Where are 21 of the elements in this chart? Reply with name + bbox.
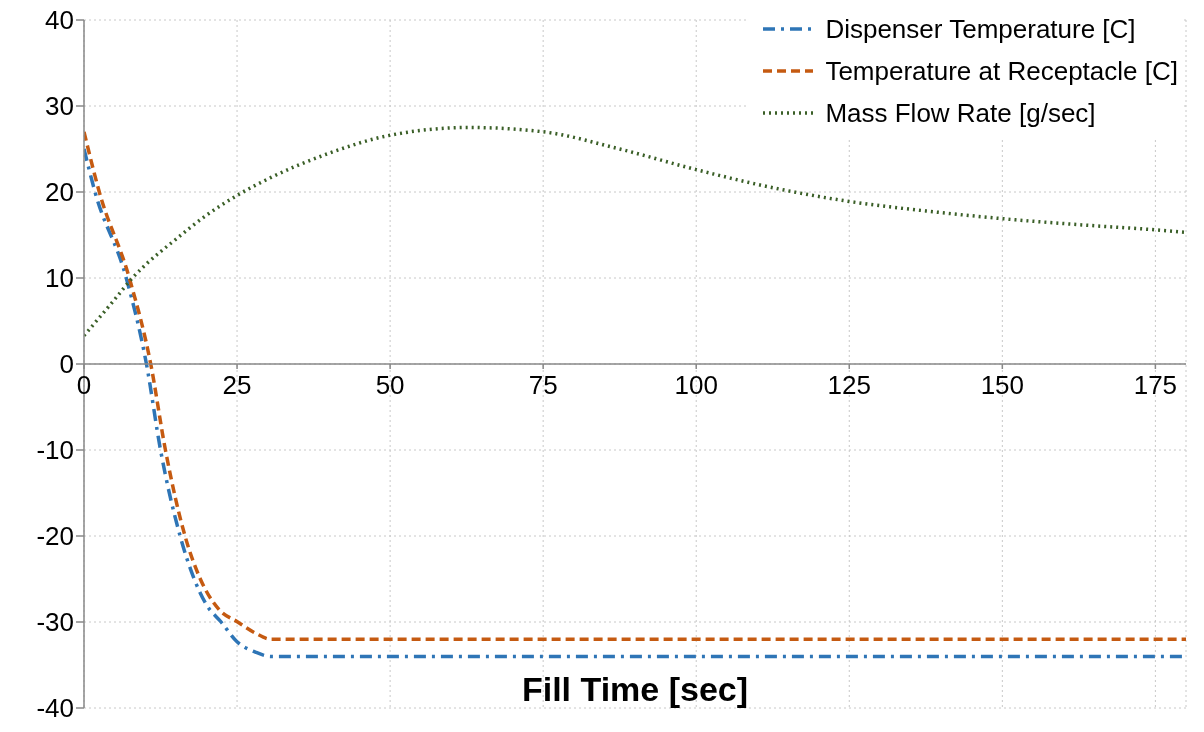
- legend-label: Mass Flow Rate [g/sec]: [825, 97, 1096, 130]
- legend-label: Temperature at Receptacle [C]: [825, 55, 1178, 88]
- y-tick-label: 30: [45, 91, 74, 122]
- x-axis-title: Fill Time [sec]: [521, 670, 749, 708]
- x-tick-label: 25: [222, 370, 252, 400]
- y-tick-label: -10: [36, 435, 74, 466]
- y-tick-label: 40: [45, 5, 74, 36]
- line-series: [84, 125, 1186, 338]
- x-tick-label: 175: [1133, 370, 1178, 400]
- x-tick-label: 100: [674, 370, 718, 400]
- x-tick-label: 75: [528, 370, 558, 400]
- x-tick-label: 150: [980, 370, 1025, 400]
- y-tick-label: -40: [36, 693, 74, 724]
- y-tick-label: 0: [59, 349, 74, 380]
- y-tick-label: -20: [36, 521, 74, 552]
- y-tick-label: 20: [45, 177, 74, 208]
- x-tick-label: 125: [827, 370, 871, 400]
- x-tick-label: 50: [375, 370, 405, 400]
- y-tick-label: 10: [45, 263, 74, 294]
- legend-label: Dispenser Temperature [C]: [825, 13, 1136, 46]
- y-tick-label: -30: [36, 607, 74, 638]
